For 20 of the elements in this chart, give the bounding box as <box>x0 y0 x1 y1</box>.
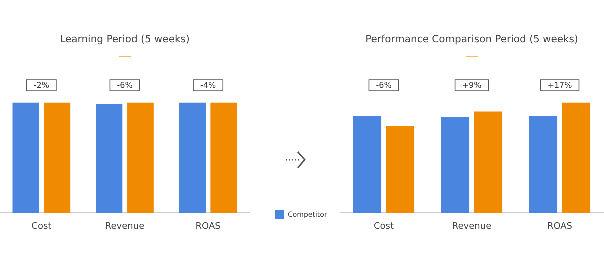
x-tick-label: Cost <box>32 222 52 232</box>
bar <box>562 102 591 214</box>
text: -2% <box>34 81 50 90</box>
x-tick-label: Revenue <box>452 222 492 232</box>
chart-title: Learning Period (5 weeks) <box>60 34 190 46</box>
bar <box>529 116 558 214</box>
bar <box>353 116 382 214</box>
bar <box>441 117 470 214</box>
bar <box>386 126 415 214</box>
bar <box>474 112 503 214</box>
x-tick-label: ROAS <box>547 222 573 232</box>
chart-title: Performance Comparison Period (5 weeks) <box>366 34 578 46</box>
text: -6% <box>117 81 134 90</box>
text: -4% <box>200 81 217 90</box>
x-tick-label: Cost <box>374 222 394 232</box>
text: +9% <box>462 81 482 90</box>
text: +17% <box>548 81 573 90</box>
x-tick-label: ROAS <box>196 222 222 232</box>
x-tick-label: Revenue <box>105 222 146 232</box>
text: -6% <box>376 81 392 90</box>
